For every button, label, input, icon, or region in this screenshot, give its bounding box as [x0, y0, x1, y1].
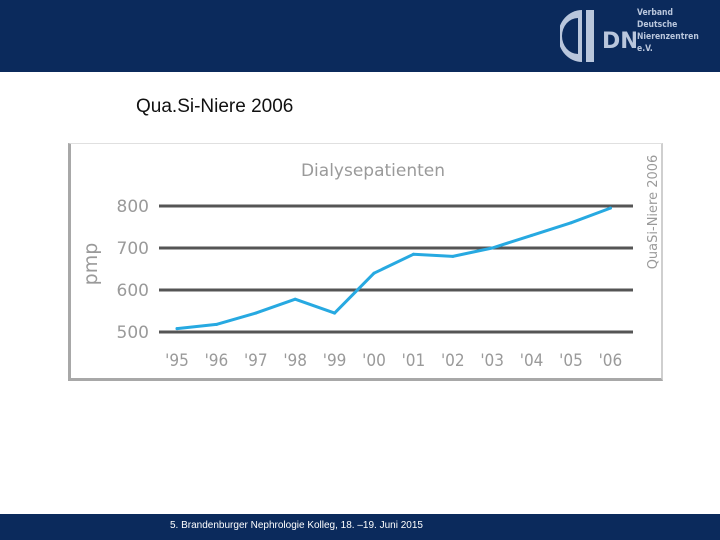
chart-panel: Dialysepatienten QuaSi-Niere 2006 pmp 500 60… [68, 143, 663, 381]
x-tick-label: '06 [599, 351, 623, 371]
x-tick-label: '02 [441, 351, 465, 371]
x-tick-label: '98 [283, 351, 307, 371]
line-chart: Dialysepatienten QuaSi-Niere 2006 pmp 500 60… [80, 155, 661, 371]
dn-logo: DN Verband Deutsche Nierenzentren e.V. [558, 4, 710, 68]
data-point [490, 246, 494, 250]
x-tick-label: '97 [244, 351, 268, 371]
header-bar: DN Verband Deutsche Nierenzentren e.V. [0, 0, 720, 72]
chart-side-label: QuaSi-Niere 2006 [646, 155, 661, 270]
logo-letters: DN [602, 29, 636, 54]
x-tick-label: '04 [520, 351, 544, 371]
logo-line: e.V. [637, 44, 653, 54]
data-point [214, 322, 218, 326]
slide-title: Qua.Si-Niere 2006 [136, 96, 294, 117]
series-line [175, 206, 612, 331]
x-tick-label: '99 [323, 351, 347, 371]
y-tick-label: 700 [117, 239, 149, 259]
footer-text: 5. Brandenburger Nephrologie Kolleg, 18.… [170, 520, 423, 531]
y-tick-label: 500 [117, 323, 149, 343]
x-tick-label: '95 [165, 351, 189, 371]
x-tick-label: '96 [205, 351, 229, 371]
dn-logo-mark: DN [558, 10, 639, 62]
x-tick-label: '03 [480, 351, 504, 371]
logo-line: Verband [637, 8, 673, 18]
x-tick-label: '00 [362, 351, 386, 371]
footer-bar: 5. Brandenburger Nephrologie Kolleg, 18.… [0, 514, 720, 540]
logo-wordmark: Verband Deutsche Nierenzentren e.V. [637, 7, 699, 55]
data-point [569, 221, 573, 225]
y-tick-label: 600 [117, 281, 149, 301]
data-point [411, 252, 415, 256]
x-tick-label: '05 [559, 351, 583, 371]
data-point [175, 327, 179, 331]
chart-title: Dialysepatienten [301, 161, 445, 181]
data-point [451, 254, 455, 258]
data-point [608, 206, 612, 210]
logo-line: Nierenzentren [637, 32, 699, 42]
data-point [530, 233, 534, 237]
x-tick-label: '01 [402, 351, 426, 371]
data-point [254, 311, 258, 315]
data-point [372, 271, 376, 275]
y-axis-label: pmp [80, 243, 102, 286]
y-tick-label: 800 [117, 197, 149, 217]
logo-line: Deutsche [637, 20, 678, 30]
data-point [333, 311, 337, 315]
data-point [293, 297, 297, 301]
